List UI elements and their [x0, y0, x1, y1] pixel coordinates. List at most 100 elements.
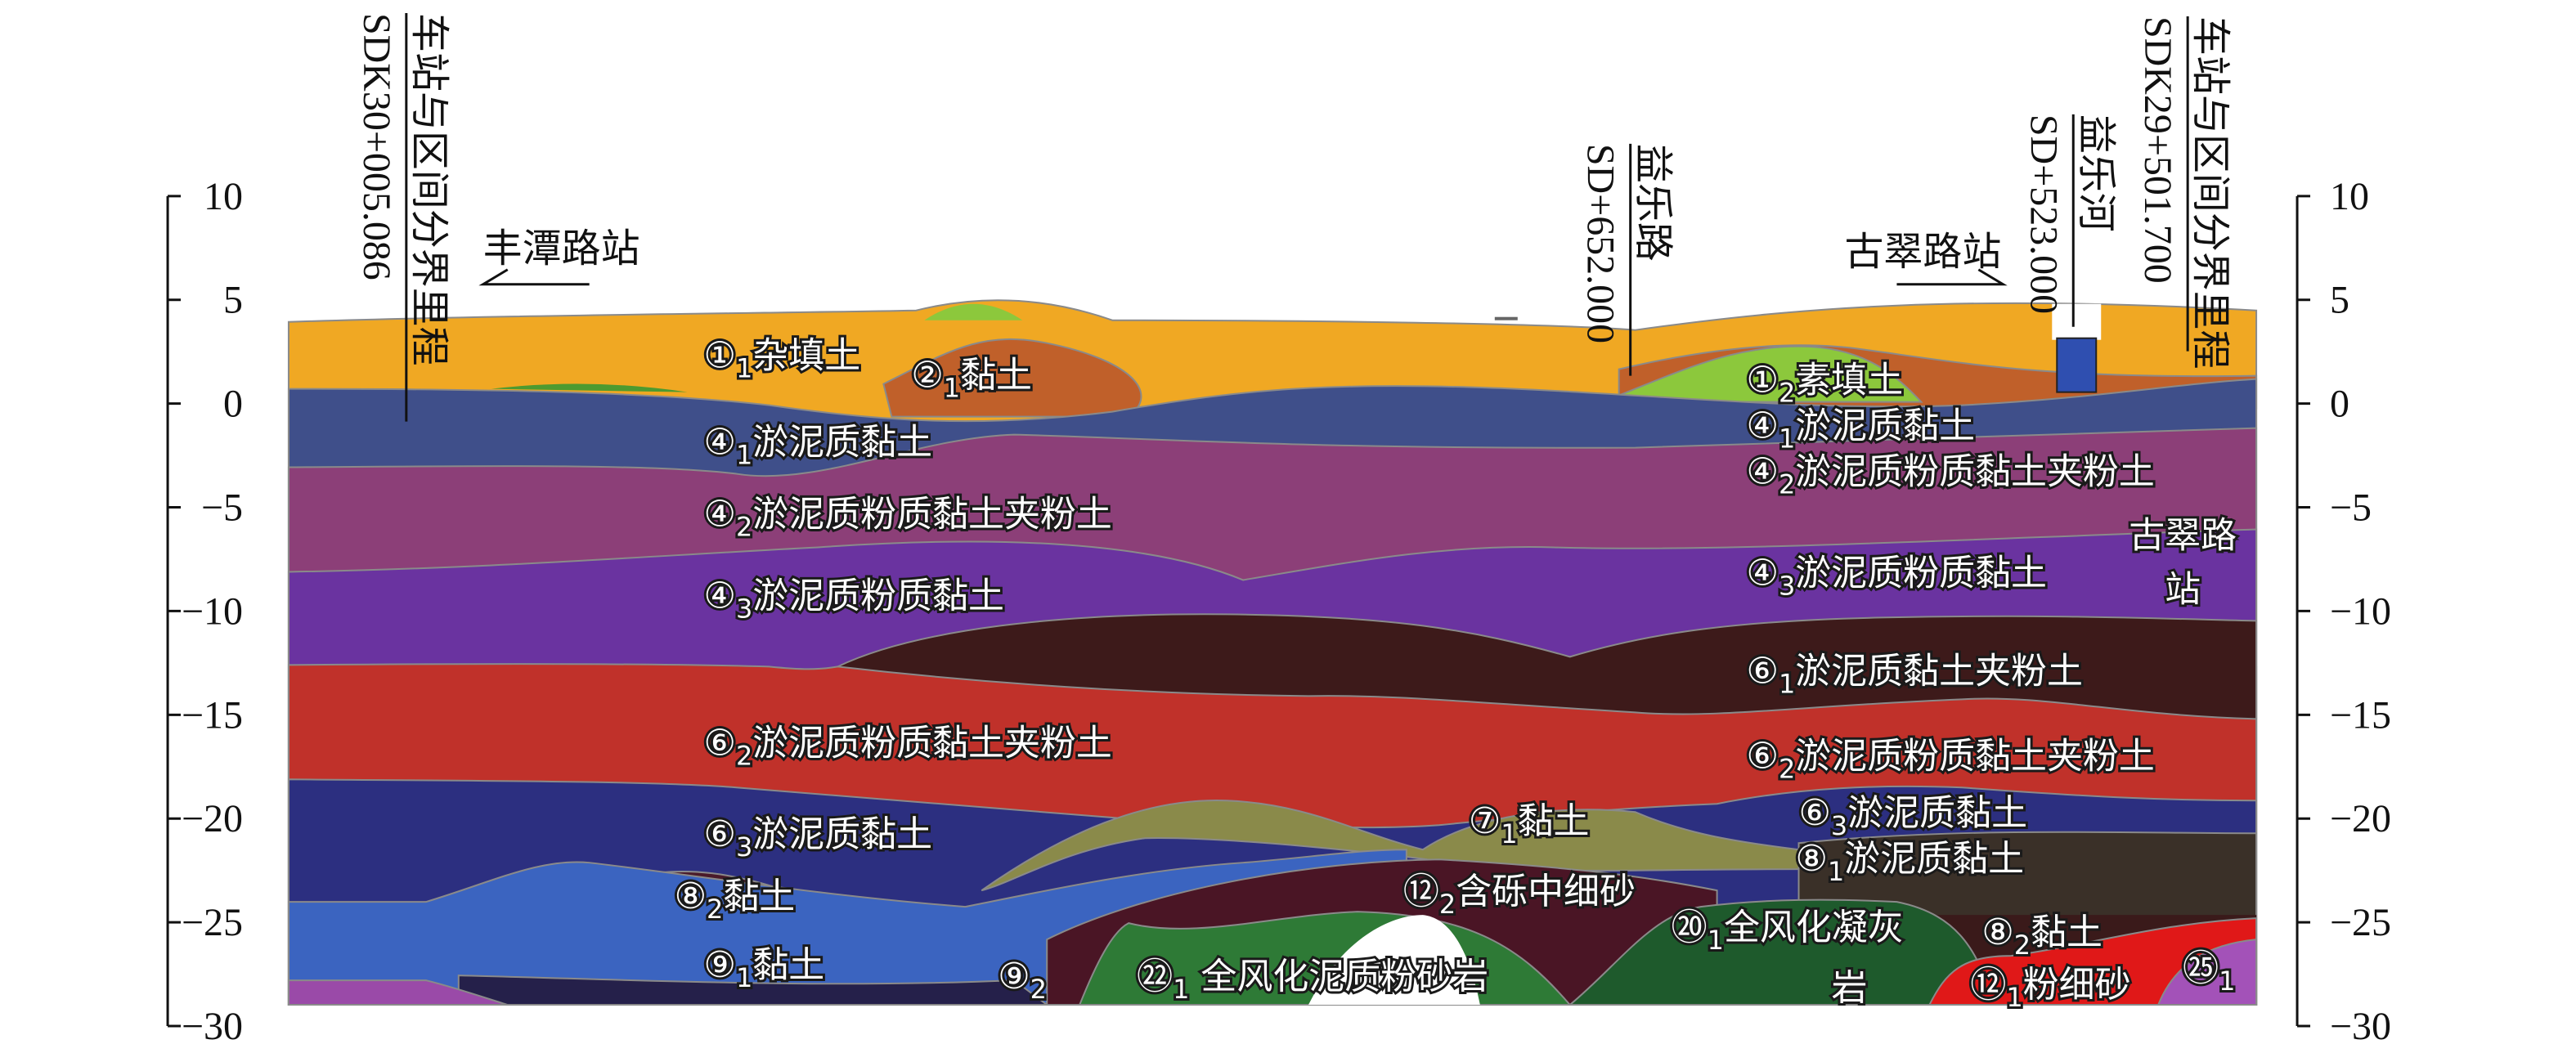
layer-name: 淤泥质粉质黏土夹粉土: [1795, 451, 2155, 493]
well-water: [2056, 337, 2098, 393]
y-tick-label: −5: [201, 486, 243, 530]
layer-sub: 1: [1779, 668, 1795, 699]
layer-code: ④: [1747, 451, 1779, 493]
layer-name: 全风化泥质粉砂岩: [1189, 956, 1488, 997]
layer-sub: 3: [1831, 810, 1847, 841]
ticks: 10 10 5 5 0 0 −5 −5 −10 −10 −15 −15 −20 −20 −25 −25 −30 −…: [168, 175, 2391, 1048]
layer-sub: 2: [707, 894, 723, 925]
chainage-name: 车站与区间分界里程: [407, 13, 451, 366]
layer-name: 黏土: [960, 355, 1032, 397]
layer-sub: 1: [2006, 982, 2022, 1013]
layer-name: 黏土: [752, 944, 824, 986]
layer-sub: 2: [1439, 889, 1456, 920]
layer-code: ②: [911, 355, 943, 397]
y-tick-label: −30: [182, 1005, 243, 1048]
layer-name: 淤泥质粉质黏土夹粉土: [752, 722, 1112, 764]
layer-code: ⑫: [1970, 964, 2006, 1006]
layer-sub: 2: [1779, 469, 1795, 500]
layer-sub: 2: [1779, 753, 1795, 784]
layer-name: 含砾中细砂: [1456, 871, 1636, 912]
layer-label: ⑥3淤泥质黏土: [1799, 792, 2028, 841]
layer-name: 淤泥质粉质黏土夹粉土: [1795, 735, 2155, 777]
layer-code: ㉒: [1137, 956, 1173, 997]
layer: [924, 303, 1023, 320]
layer-sub: 2: [2014, 930, 2031, 961]
layer: [457, 975, 1050, 1006]
layer-code: ⑥: [704, 722, 736, 764]
well: [2052, 303, 2102, 340]
layer-sub: 1: [1708, 925, 1724, 956]
layer-code: ⑥: [1747, 735, 1779, 777]
y-tick-label: 0: [2330, 383, 2349, 426]
layer-code: ①: [1747, 360, 1779, 401]
y-tick-label: −25: [2330, 901, 2391, 944]
y-tick-label: −20: [182, 797, 243, 840]
arrow: [478, 268, 590, 286]
station-name: 丰潭路站: [483, 227, 640, 271]
layer-label: ⑧2黏土: [1981, 912, 2103, 961]
marker: [1494, 316, 1518, 320]
layer-label: ⑥1淤泥质黏土夹粉土: [1747, 650, 2083, 699]
layer-label: ②1黏土: [911, 355, 1032, 404]
layer-sub: 1: [736, 962, 752, 993]
layer-label: ⑧2黏土: [675, 876, 796, 925]
layer-code: ⑳: [1672, 907, 1708, 948]
layer: [834, 613, 2258, 720]
station-label: 站: [2165, 568, 2201, 610]
layer-label: ①1杂填土: [704, 335, 861, 384]
layer-name: 杂填土: [752, 335, 860, 377]
layer-sub: 3: [1779, 570, 1795, 601]
arrow: [1896, 268, 2008, 286]
layer-label: ⑥2淤泥质粉质黏土夹粉土: [1747, 735, 2155, 784]
layer-sub: 1: [736, 353, 752, 384]
layer-label: ⑫1粉细砂: [1970, 964, 2130, 1013]
layer-code: ①: [704, 335, 736, 377]
layer-name: 淤泥质粉质黏土: [1795, 552, 2047, 594]
station-arrows: [405, 12, 2189, 422]
layer-code: ⑧: [1981, 912, 2013, 953]
layer-sub: 1: [1779, 423, 1795, 455]
layer-code: ⑫: [1403, 871, 1439, 912]
layer-label: ④1淤泥质黏土: [704, 422, 933, 471]
layer-name: 岩: [1831, 967, 1867, 1009]
layer-label: ①2素填土: [1747, 360, 1904, 409]
chainage-name: 益乐路: [1631, 144, 1675, 262]
layer-label: ④1淤泥质黏土: [1747, 406, 1976, 455]
layer-code: ⑥: [704, 813, 736, 855]
layer-label: ⑳1全风化凝灰: [1672, 907, 1904, 956]
y-tick-label: −30: [2330, 1005, 2391, 1048]
layer: [1308, 915, 1480, 1006]
layer-code: ⑥: [1747, 650, 1779, 692]
y-tick-label: 0: [223, 383, 243, 426]
chainage-value: SD+652.000: [1579, 144, 1622, 343]
layer-sub: 1: [736, 440, 752, 471]
layer-label: ⑥3淤泥质黏土: [704, 813, 933, 863]
station-label: 古翠路: [2129, 514, 2237, 556]
layer-sub: 2: [1030, 974, 1047, 1005]
layer-name: 黏土: [1518, 800, 1590, 842]
layer-sub: 2: [1779, 378, 1795, 409]
strata: [287, 299, 2258, 1006]
layer-label: ⑨1黏土: [704, 944, 825, 993]
layer-name: 淤泥质黏土: [752, 422, 932, 464]
layer: [1567, 898, 1996, 1006]
layer-label: ④3淤泥质粉质黏土: [704, 575, 1004, 624]
layer-code: ⑧: [675, 876, 707, 917]
layer: [491, 383, 688, 392]
layer-code: ④: [1747, 552, 1779, 594]
chainage-value: SDK29+501.700: [2136, 16, 2179, 284]
y-tick-label: −10: [182, 589, 243, 633]
y-tick-label: 5: [223, 279, 243, 322]
layer-label: ⑨2: [998, 956, 1047, 1005]
layer-name: 淤泥质黏土夹粉土: [1795, 650, 2083, 692]
y-tick-label: 5: [2330, 279, 2349, 322]
layer-name: 黏土: [2031, 912, 2103, 953]
layer-label: ④3淤泥质粉质黏土: [1747, 552, 2047, 601]
layer-label: ④2淤泥质粉质黏土夹粉土: [704, 494, 1112, 543]
layer-code: ⑨: [704, 944, 736, 986]
chainage-value: SD+523.000: [2022, 114, 2065, 314]
layer-label: ④2淤泥质粉质黏土夹粉土: [1747, 451, 2155, 500]
